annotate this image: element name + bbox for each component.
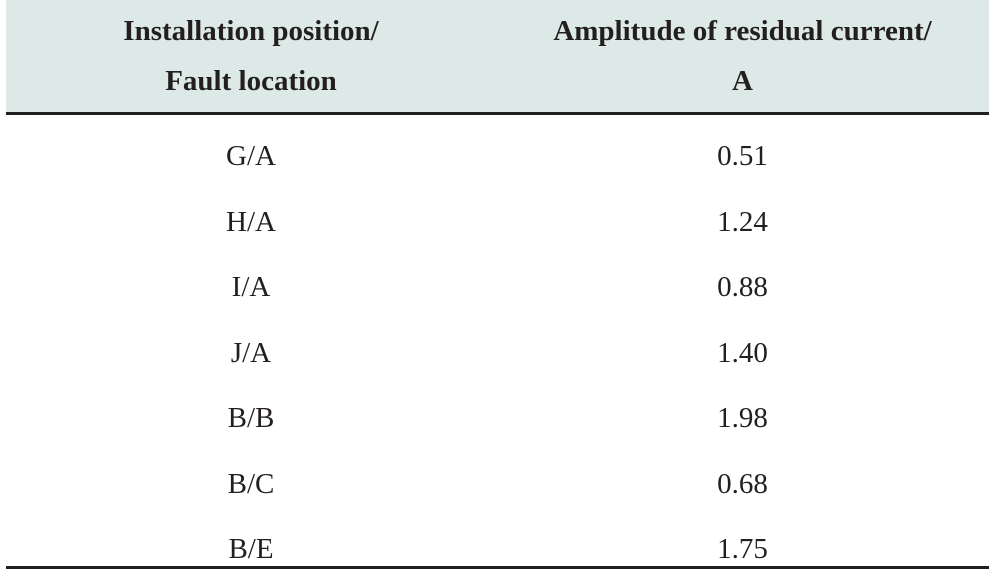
position-cell: J/A <box>230 336 272 369</box>
table-header: Installation position/ Fault location Am… <box>6 0 989 115</box>
amplitude-cell: 1.40 <box>717 336 768 369</box>
header-col1-line2: Fault location <box>165 65 337 97</box>
amplitude-cell: 1.24 <box>717 205 768 238</box>
header-col1-line1: Installation position/ <box>123 15 379 47</box>
amplitude-cell: 1.75 <box>717 533 768 566</box>
amplitude-cell: 0.88 <box>717 271 768 304</box>
table-row: J/A 1.40 <box>6 321 989 387</box>
header-installation-position: Installation position/ Fault location <box>6 0 496 112</box>
amplitude-cell: 1.98 <box>717 402 768 435</box>
table-body: G/A 0.51 H/A 1.24 I/A 0.88 J/A 1.40 B/B … <box>6 115 989 583</box>
position-cell: H/A <box>226 205 276 238</box>
position-cell: B/C <box>227 467 275 500</box>
amplitude-cell: 0.68 <box>717 467 768 500</box>
position-cell: G/A <box>226 140 276 173</box>
header-col2-line2: A <box>732 65 753 97</box>
table-bottom-rule <box>6 566 989 569</box>
table-row: B/B 1.98 <box>6 386 989 452</box>
position-cell: I/A <box>231 271 271 304</box>
table-row: H/A 1.24 <box>6 190 989 256</box>
table-row: G/A 0.51 <box>6 124 989 190</box>
residual-current-table: Installation position/ Fault location Am… <box>6 0 989 583</box>
table-row: B/C 0.68 <box>6 452 989 518</box>
table-row: I/A 0.88 <box>6 255 989 321</box>
table-row: B/E 1.75 <box>6 517 989 583</box>
position-cell: B/B <box>227 402 275 435</box>
header-col2-line1: Amplitude of residual current/ <box>553 15 932 47</box>
amplitude-cell: 0.51 <box>717 140 768 173</box>
position-cell: B/E <box>228 533 274 566</box>
header-amplitude: Amplitude of residual current/ A <box>496 0 989 112</box>
